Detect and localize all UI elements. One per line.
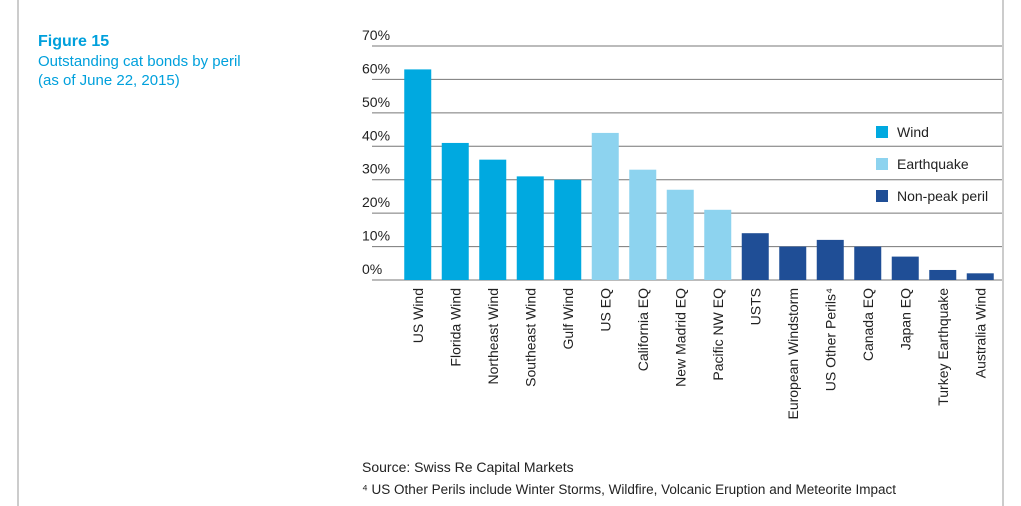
legend-swatch [876,158,888,170]
bar [741,233,769,280]
bar [441,142,469,280]
bar [666,189,694,280]
chart-title: Figure 15 [38,33,109,50]
y-tick-label: 0% [362,261,382,277]
x-tick-label: New Madrid EQ [672,288,688,387]
x-tick-label: European Windstorm [785,288,801,420]
x-tick-label: Australia Wind [972,288,988,378]
legend-label: Wind [897,124,929,140]
bar [554,179,582,280]
chart-subtitle: Outstanding cat bonds by peril [38,53,241,70]
x-tick-label: US Other Perils⁴ [822,288,838,391]
legend-swatch [876,190,888,202]
footnote: ⁴ US Other Perils include Winter Storms,… [362,482,896,497]
x-tick-label: US Wind [410,288,426,343]
bar [891,256,919,280]
y-tick-label: 50% [362,94,390,110]
bar [854,246,882,280]
bar [704,209,732,280]
y-tick-label: 30% [362,161,390,177]
bar [629,169,657,280]
x-tick-label: Southeast Wind [522,288,538,387]
x-tick-label: Gulf Wind [560,288,576,349]
bar [779,246,807,280]
legend-swatch [876,126,888,138]
y-tick-label: 60% [362,60,390,76]
y-tick-label: 70% [362,27,390,43]
bar [404,69,432,281]
x-tick-label: Florida Wind [447,288,463,367]
bar [479,159,507,280]
y-tick-label: 40% [362,127,390,143]
y-tick-label: 10% [362,228,390,244]
bar [966,273,994,280]
x-tick-label: Japan EQ [897,288,913,350]
x-tick-label: Canada EQ [860,288,876,361]
y-tick-label: 20% [362,194,390,210]
x-tick-label: USTS [747,288,763,325]
source-note: Source: Swiss Re Capital Markets [362,459,574,475]
x-tick-label: Pacific NW EQ [710,288,726,381]
bar [816,239,844,280]
chart-subtitle: (as of June 22, 2015) [38,72,180,89]
x-tick-label: California EQ [635,288,651,371]
x-tick-label: Northeast Wind [485,288,501,384]
bar [929,269,957,280]
bar [516,176,544,280]
bar [591,132,619,280]
legend-label: Earthquake [897,156,969,172]
x-tick-label: US EQ [597,288,613,332]
x-tick-label: Turkey Earthquake [935,288,951,406]
legend-label: Non-peak peril [897,188,988,204]
